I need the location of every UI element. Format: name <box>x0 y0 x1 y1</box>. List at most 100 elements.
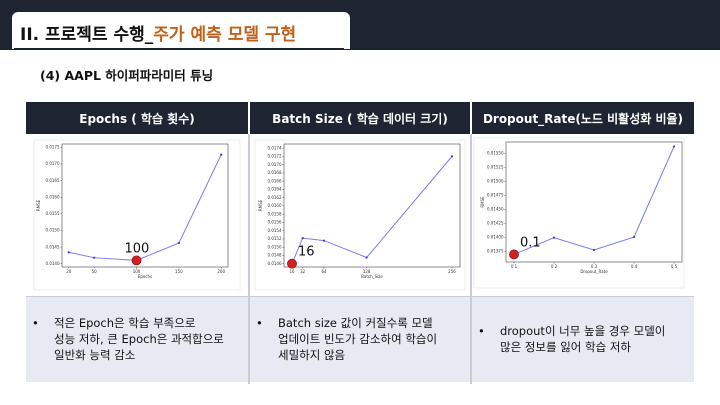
bullet-line: dropout이 너무 높을 경우 모델이 <box>500 324 666 338</box>
optimum-label: 16 <box>298 245 315 260</box>
y-tick-label: 0.0165 <box>46 178 60 183</box>
y-tick-label: 0.0158 <box>268 211 282 216</box>
data-point <box>301 237 304 240</box>
data-point <box>365 256 368 259</box>
x-axis-label: Dropout_Rate <box>580 269 608 274</box>
figure-frame <box>254 139 466 291</box>
plot-cell-dropout-rate: 0.1 0.2 0.3 0.4 0.5 0.01375 0.01400 0.01425 0.01… <box>472 134 694 295</box>
x-tick-label: 200 <box>217 269 225 274</box>
data-point <box>177 241 180 245</box>
y-tick-label: 0.0160 <box>46 194 60 199</box>
y-tick-label: 0.0140 <box>46 261 60 266</box>
data-point <box>632 235 636 239</box>
title-underline <box>14 48 344 50</box>
y-tick-label: 0.01400 <box>487 235 504 240</box>
y-tick-label: 0.0170 <box>46 161 60 166</box>
y-axis-label: RMSE <box>480 196 485 208</box>
y-axis-label: RMSE <box>258 199 263 211</box>
description-cell-epochs: • 적은 Epoch은 학습 부족으로 성능 저하, 큰 Epoch은 과적합으… <box>26 297 248 382</box>
data-point <box>592 248 596 252</box>
bullet-line: Batch size 값이 커질수록 모델 <box>278 316 433 330</box>
y-tick-label: 0.0154 <box>268 228 282 233</box>
y-tick-label: 0.0162 <box>268 195 282 200</box>
chart-epochs: 20 50 100 150 200 0.0140 0.0145 0.0150 0.0155 0.0… <box>33 139 241 291</box>
y-tick-label: 0.0166 <box>268 178 282 183</box>
plot-cell-batch-size: 16 32 64 128 256 0.0146 0.0148 0.0150 0.0152 0.01… <box>250 134 470 295</box>
column-heading-batch-size: Batch Size ( 학습 데이터 크기) <box>250 102 470 134</box>
bullet-dot: • <box>478 324 485 338</box>
optimum-label: 0.1 <box>520 235 541 250</box>
data-point <box>450 155 454 158</box>
x-tick-label: 0.5 <box>671 264 678 269</box>
x-tick-label: 0.3 <box>591 264 598 269</box>
title-tab <box>12 12 350 49</box>
y-tick-label: 0.01550 <box>487 151 504 156</box>
x-axis-label: Batch_Size <box>361 274 383 279</box>
optimum-marker <box>131 255 142 266</box>
y-tick-label: 0.0164 <box>268 187 282 192</box>
y-tick-label: 0.01450 <box>487 207 504 212</box>
y-tick-label: 0.0168 <box>268 170 282 175</box>
column-divider <box>248 134 250 384</box>
data-point <box>220 153 223 156</box>
data-point <box>552 236 556 239</box>
column-heading-dropout-rate: Dropout_Rate(노드 비활성화 비율) <box>472 102 694 134</box>
y-axis-label: RMSE <box>36 199 41 211</box>
page-title-accent: 주가 예측 모델 구현 <box>153 25 297 45</box>
y-tick-label: 0.0175 <box>46 145 60 150</box>
axes-box <box>61 143 229 268</box>
figure-frame <box>33 139 241 291</box>
column-divider <box>470 134 472 384</box>
y-tick-label: 0.0148 <box>268 253 282 258</box>
data-point <box>93 256 96 259</box>
bullet-line: 많은 정보를 잃어 학습 저하 <box>500 340 632 354</box>
x-tick-label: 20 <box>66 269 72 274</box>
y-tick-label: 0.0155 <box>46 211 60 216</box>
optimum-marker <box>509 249 519 260</box>
data-point <box>322 239 326 242</box>
bullet-line: 일반화 능력 감소 <box>54 348 136 362</box>
optimum-marker <box>287 258 297 269</box>
bullet-line: 업데이트 빈도가 감소하여 학습이 <box>278 332 438 346</box>
x-tick-label: 256 <box>448 269 456 274</box>
data-point <box>672 145 676 148</box>
y-tick-label: 0.01525 <box>487 165 504 170</box>
x-tick-label: 32 <box>300 269 306 274</box>
bullet-line: 성능 저하, 큰 Epoch은 과적합으로 <box>54 332 224 346</box>
x-tick-label: 0.1 <box>511 264 518 269</box>
x-tick-label: 100 <box>133 269 141 274</box>
y-tick-label: 0.0170 <box>268 162 282 167</box>
x-tick-label: 128 <box>363 269 371 274</box>
chart-batch-size: 16 32 64 128 256 0.0146 0.0148 0.0150 0.0152 0.01… <box>254 139 466 291</box>
y-tick-label: 0.01475 <box>487 193 504 198</box>
page-title-main: II. 프로젝트 수행_ <box>20 25 154 45</box>
y-tick-label: 0.0160 <box>268 203 282 208</box>
y-tick-label: 0.0152 <box>268 236 282 241</box>
y-tick-label: 0.0145 <box>46 244 60 249</box>
y-tick-label: 0.0156 <box>268 220 282 225</box>
chart-dropout-rate: 0.1 0.2 0.3 0.4 0.5 0.01375 0.01400 0.01425 0.01… <box>473 137 685 289</box>
data-point <box>67 251 70 254</box>
x-tick-label: 50 <box>92 269 98 274</box>
y-tick-label: 0.0150 <box>46 228 60 233</box>
description-cell-dropout-rate: • dropout이 너무 높을 경우 모델이 많은 정보를 잃어 학습 저하 <box>472 297 694 382</box>
axes-box <box>283 143 461 268</box>
y-tick-label: 0.01375 <box>487 249 504 254</box>
x-axis-label: Epochs <box>138 274 152 279</box>
bullet-line: 세밀하지 않음 <box>278 348 346 362</box>
bullet-dot: • <box>32 316 39 330</box>
x-tick-label: 64 <box>321 269 327 274</box>
y-tick-label: 0.0172 <box>268 154 282 159</box>
x-tick-label: 150 <box>175 269 183 274</box>
y-tick-label: 0.0150 <box>268 244 282 249</box>
bullet-line: 적은 Epoch은 학습 부족으로 <box>54 316 196 330</box>
figure-frame <box>473 137 685 289</box>
row-divider <box>26 296 694 297</box>
description-cell-batch-size: • Batch size 값이 커질수록 모델 업데이트 빈도가 감소하여 학습… <box>250 297 470 382</box>
x-tick-label: 0.2 <box>551 264 558 269</box>
optimum-label: 100 <box>125 241 150 256</box>
bullet-dot: • <box>256 316 263 330</box>
y-tick-label: 0.0174 <box>268 145 282 150</box>
page-title: II. 프로젝트 수행_주가 예측 모델 구현 <box>20 20 296 45</box>
section-subtitle: (4) AAPL 하이퍼파라미터 튜닝 <box>40 68 214 83</box>
